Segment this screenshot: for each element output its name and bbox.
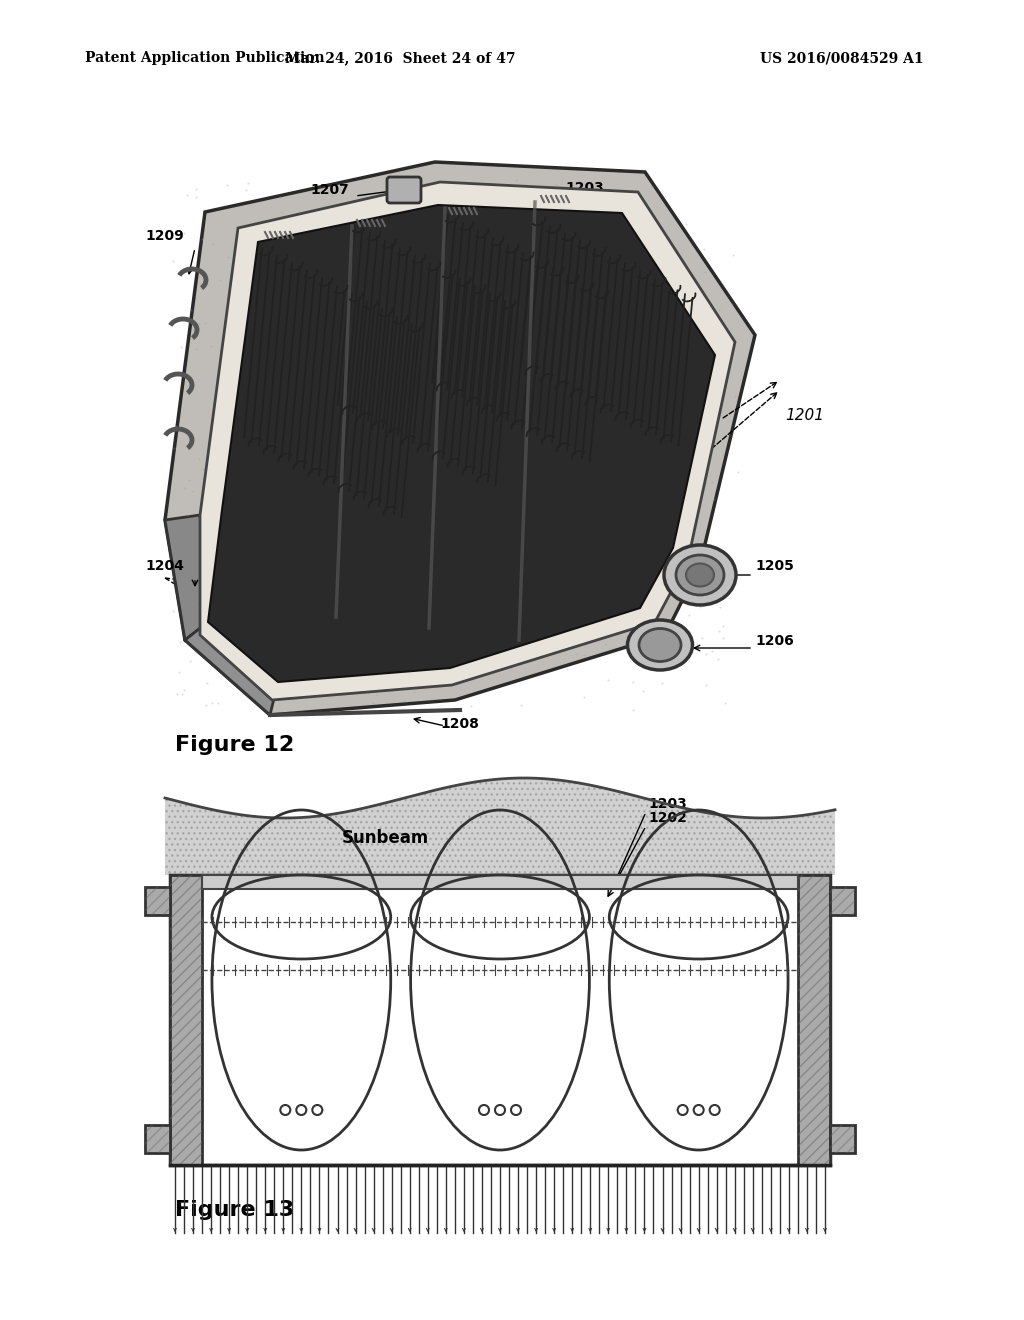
Text: Mar. 24, 2016  Sheet 24 of 47: Mar. 24, 2016 Sheet 24 of 47 [285, 51, 515, 65]
FancyBboxPatch shape [387, 177, 421, 203]
Bar [145, 887, 170, 915]
Ellipse shape [296, 1105, 306, 1115]
Bar [170, 875, 202, 1166]
Polygon shape [208, 205, 715, 682]
Text: 1205: 1205 [755, 558, 794, 573]
Text: 1208: 1208 [440, 717, 479, 731]
Text: 1202: 1202 [648, 810, 687, 825]
Ellipse shape [686, 564, 714, 586]
Text: US 2016/0084529 A1: US 2016/0084529 A1 [760, 51, 924, 65]
Text: 1202: 1202 [565, 199, 604, 213]
Polygon shape [165, 777, 835, 875]
Bar [145, 1125, 170, 1152]
Polygon shape [185, 622, 278, 715]
Text: 1206: 1206 [755, 634, 794, 648]
Ellipse shape [479, 1105, 489, 1115]
Ellipse shape [628, 620, 692, 671]
Ellipse shape [693, 1105, 703, 1115]
Bar [798, 875, 830, 1166]
Polygon shape [165, 162, 755, 715]
Text: 1201: 1201 [785, 408, 824, 422]
Text: 1203: 1203 [565, 181, 604, 195]
Ellipse shape [678, 1105, 688, 1115]
Bar [145, 1125, 170, 1152]
Bar [170, 875, 830, 1166]
Ellipse shape [312, 1105, 323, 1115]
Ellipse shape [281, 1105, 291, 1115]
Text: 1209: 1209 [145, 228, 183, 243]
Bar [830, 1125, 855, 1152]
Bar [798, 875, 830, 1166]
Bar [830, 887, 855, 915]
Polygon shape [165, 515, 208, 640]
Ellipse shape [511, 1105, 521, 1115]
Polygon shape [200, 182, 735, 700]
Ellipse shape [710, 1105, 720, 1115]
Bar [202, 875, 798, 888]
Ellipse shape [676, 554, 724, 595]
Text: 1204: 1204 [145, 558, 184, 573]
Bar [145, 887, 170, 915]
Bar [170, 875, 202, 1166]
Bar [830, 887, 855, 915]
Text: Figure 12: Figure 12 [175, 735, 294, 755]
Bar [830, 1125, 855, 1152]
Ellipse shape [495, 1105, 505, 1115]
Text: 1207: 1207 [310, 183, 349, 197]
Text: 1203: 1203 [648, 797, 687, 810]
Text: Figure 13: Figure 13 [175, 1200, 294, 1220]
Ellipse shape [664, 545, 736, 605]
Text: Patent Application Publication: Patent Application Publication [85, 51, 325, 65]
Ellipse shape [639, 628, 681, 661]
Text: Sunbeam: Sunbeam [341, 829, 429, 847]
